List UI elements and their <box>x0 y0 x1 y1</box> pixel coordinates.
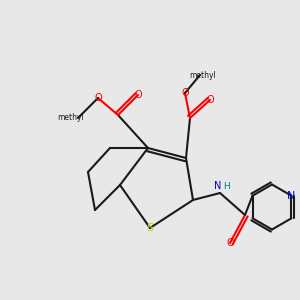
Text: O: O <box>94 93 102 103</box>
Text: O: O <box>226 238 234 248</box>
Text: O: O <box>206 95 214 105</box>
Text: O: O <box>134 90 142 100</box>
Text: N: N <box>287 191 296 201</box>
Text: S: S <box>146 223 154 233</box>
Text: methyl: methyl <box>57 113 84 122</box>
Text: N: N <box>214 182 221 191</box>
Text: H: H <box>223 182 230 191</box>
Text: O: O <box>181 88 189 98</box>
Text: methyl: methyl <box>190 70 216 80</box>
